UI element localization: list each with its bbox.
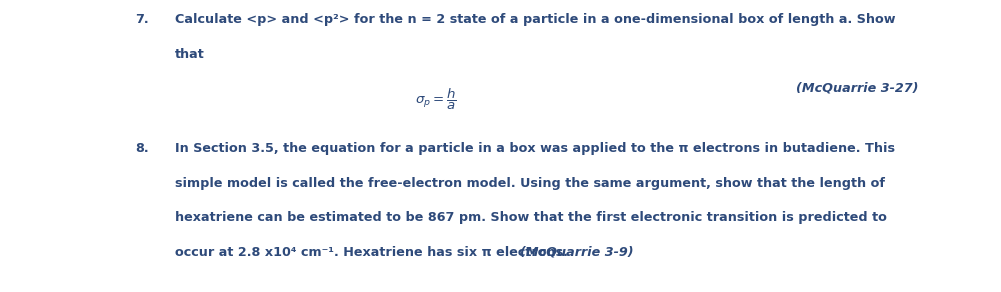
Text: 8.: 8.	[135, 142, 149, 155]
Text: (McQuarrie 3-9): (McQuarrie 3-9)	[520, 246, 634, 259]
Text: hexatriene can be estimated to be 867 pm. Show that the first electronic transit: hexatriene can be estimated to be 867 pm…	[175, 211, 887, 224]
Text: $\sigma_p = \dfrac{h}{a}$: $\sigma_p = \dfrac{h}{a}$	[415, 87, 457, 112]
Text: simple model is called the free-electron model. Using the same argument, show th: simple model is called the free-electron…	[175, 177, 885, 190]
Text: that: that	[175, 48, 205, 61]
Text: In Section 3.5, the equation for a particle in a box was applied to the π electr: In Section 3.5, the equation for a parti…	[175, 142, 895, 155]
Text: Calculate <p> and <p²> for the n = 2 state of a particle in a one-dimensional bo: Calculate <p> and <p²> for the n = 2 sta…	[175, 13, 896, 26]
Text: occur at 2.8 x10⁴ cm⁻¹. Hexatriene has six π electrons.: occur at 2.8 x10⁴ cm⁻¹. Hexatriene has s…	[175, 246, 573, 259]
Text: 7.: 7.	[135, 13, 149, 26]
Text: (McQuarrie 3-27): (McQuarrie 3-27)	[796, 81, 918, 94]
